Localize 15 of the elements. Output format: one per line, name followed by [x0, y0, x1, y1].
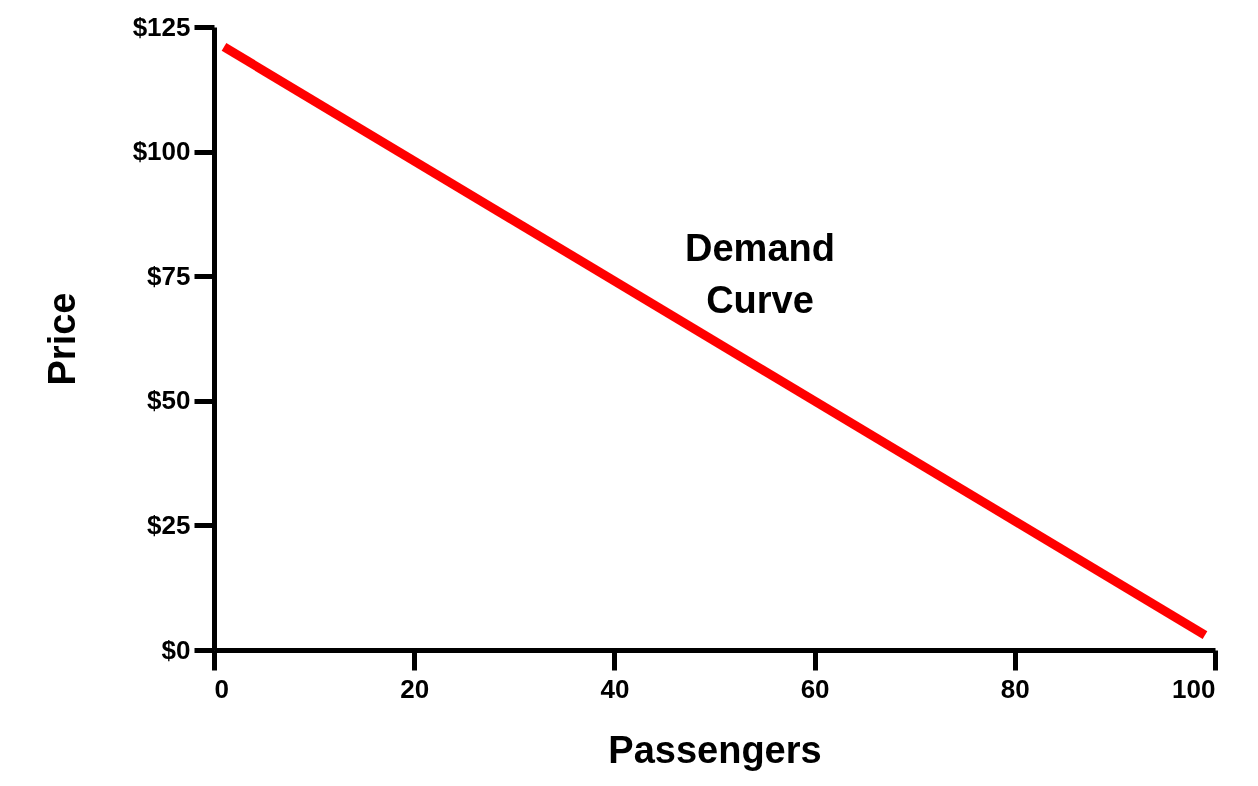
y-tick-label: $75: [147, 260, 191, 291]
y-tick-label: $0: [161, 634, 191, 665]
annotation: Demand Curve: [685, 227, 835, 321]
x-tick-label: 60: [800, 673, 830, 704]
x-tick-label: 20: [400, 673, 430, 704]
y-tick-label: $100: [132, 136, 191, 167]
y-tick-label: $50: [147, 385, 191, 416]
y-tick-label: $125: [132, 11, 191, 42]
y-axis-title: Price: [40, 292, 83, 386]
x-tick-label: 80: [1000, 673, 1030, 704]
x-axis-title: Passengers: [608, 728, 822, 771]
y-tick-label: $25: [147, 509, 191, 540]
x-tick-label: 0: [214, 673, 229, 704]
x-tick-label: 100: [1172, 673, 1216, 704]
x-tick-label: 40: [600, 673, 630, 704]
